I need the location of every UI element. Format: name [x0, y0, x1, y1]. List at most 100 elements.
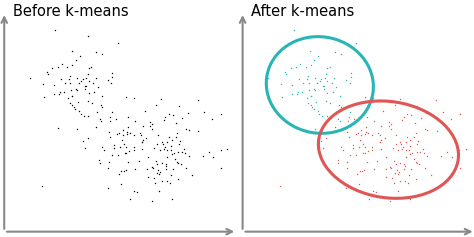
Point — [354, 131, 361, 134]
Point — [61, 82, 69, 85]
Point — [354, 172, 361, 176]
Point — [114, 41, 121, 45]
Point — [307, 94, 315, 98]
Point — [77, 112, 84, 116]
Point — [404, 181, 412, 185]
Text: Before k-means: Before k-means — [13, 4, 128, 19]
Point — [352, 132, 359, 136]
Point — [40, 95, 48, 99]
Point — [413, 142, 421, 146]
Point — [311, 88, 319, 92]
Point — [182, 152, 189, 155]
Point — [290, 28, 298, 32]
Point — [146, 124, 154, 128]
Point — [288, 83, 296, 87]
Point — [274, 168, 282, 171]
Point — [401, 179, 409, 183]
Point — [57, 77, 64, 81]
Point — [67, 88, 74, 92]
Point — [92, 76, 100, 80]
Point — [394, 189, 401, 192]
Point — [334, 161, 342, 165]
Point — [177, 162, 184, 166]
Point — [392, 162, 400, 166]
Point — [68, 95, 76, 98]
Point — [321, 76, 328, 80]
Point — [339, 148, 346, 152]
Point — [76, 54, 84, 58]
Point — [311, 127, 319, 131]
Point — [402, 148, 410, 152]
Point — [359, 151, 367, 155]
Point — [346, 81, 354, 85]
Point — [152, 159, 160, 163]
Point — [345, 115, 352, 119]
Point — [178, 150, 186, 154]
Point — [322, 99, 330, 102]
Point — [164, 155, 171, 159]
Point — [402, 155, 410, 159]
Point — [112, 117, 120, 121]
Point — [444, 150, 451, 154]
Point — [148, 165, 156, 169]
Point — [336, 94, 344, 98]
Point — [427, 173, 435, 177]
Point — [345, 135, 353, 138]
Point — [300, 82, 307, 85]
Point — [406, 173, 413, 177]
Point — [97, 119, 105, 123]
Point — [423, 128, 431, 132]
Point — [303, 77, 311, 81]
Point — [167, 144, 175, 148]
Point — [139, 124, 146, 128]
Point — [158, 97, 165, 101]
Point — [264, 77, 272, 80]
Point — [108, 81, 115, 85]
Point — [368, 133, 376, 137]
Point — [82, 76, 90, 80]
Point — [106, 115, 114, 119]
Point — [372, 190, 379, 194]
Point — [397, 179, 404, 183]
Point — [345, 119, 352, 123]
Point — [332, 110, 339, 114]
Point — [346, 72, 354, 75]
Point — [122, 95, 130, 99]
Point — [217, 148, 225, 151]
Point — [316, 79, 323, 83]
Point — [160, 118, 167, 122]
Point — [410, 157, 418, 161]
Point — [346, 153, 354, 157]
Point — [74, 100, 82, 104]
Point — [279, 95, 286, 99]
Point — [156, 148, 164, 152]
Point — [118, 138, 126, 142]
Point — [60, 90, 67, 94]
Point — [38, 185, 46, 188]
Point — [166, 181, 173, 185]
Point — [175, 104, 182, 108]
Point — [182, 127, 190, 131]
Point — [124, 125, 132, 129]
Point — [402, 140, 410, 144]
Point — [49, 66, 56, 70]
Point — [54, 65, 62, 69]
Point — [413, 150, 420, 154]
Point — [456, 112, 463, 115]
Point — [44, 72, 51, 76]
Point — [92, 125, 100, 128]
Point — [456, 148, 463, 151]
Point — [376, 140, 384, 144]
Point — [362, 132, 369, 136]
Point — [119, 133, 127, 137]
Point — [69, 94, 76, 98]
Point — [365, 131, 372, 135]
Point — [407, 167, 415, 171]
Point — [137, 133, 145, 137]
Point — [309, 105, 316, 109]
Point — [318, 77, 325, 81]
Point — [357, 133, 365, 137]
Point — [107, 135, 114, 138]
Point — [293, 92, 301, 96]
Point — [132, 119, 139, 123]
